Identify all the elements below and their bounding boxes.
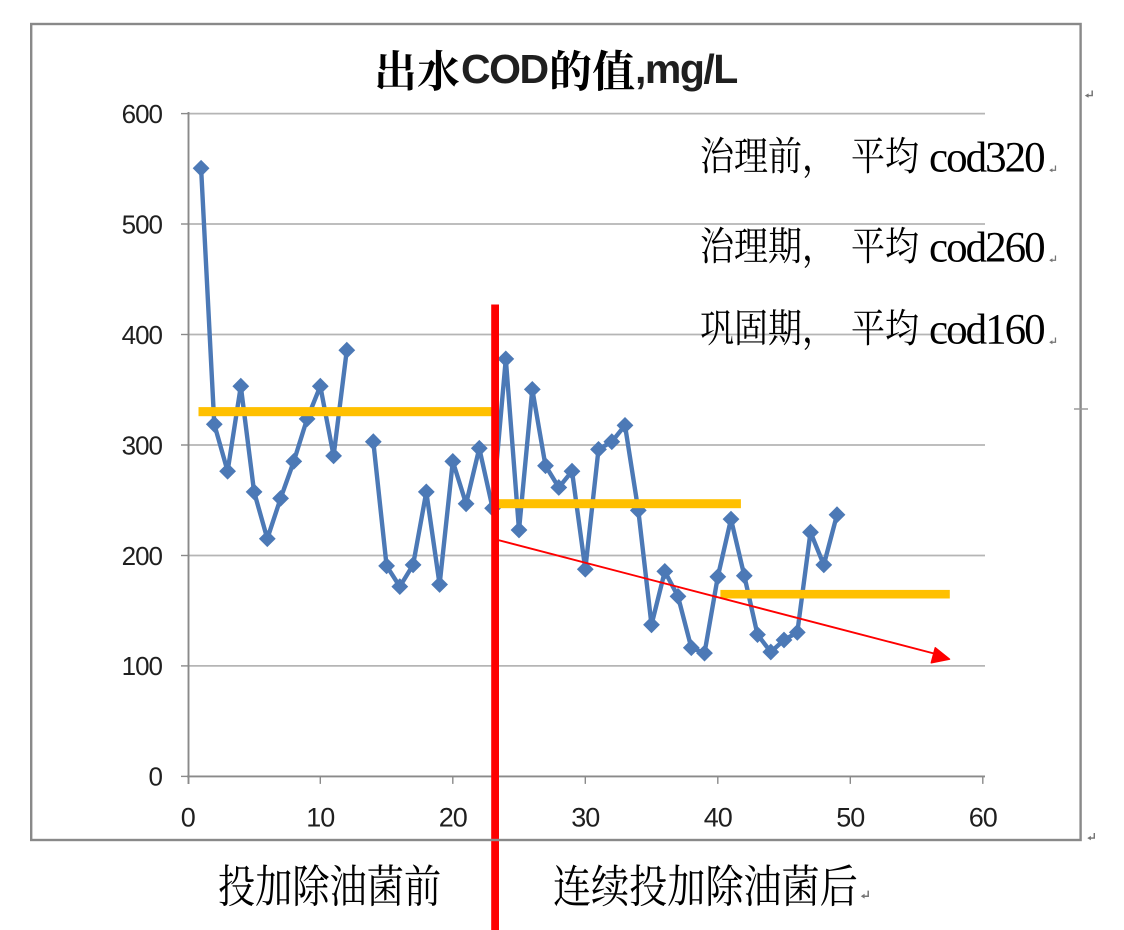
svg-text:400: 400 (122, 320, 163, 350)
svg-text:20: 20 (439, 803, 467, 833)
svg-text:30: 30 (571, 803, 599, 833)
svg-text:cod260: cod260 (929, 225, 1044, 272)
svg-text:60: 60 (969, 803, 997, 833)
svg-text:200: 200 (122, 541, 163, 571)
svg-text:cod320: cod320 (929, 135, 1044, 182)
svg-text:40: 40 (704, 803, 732, 833)
svg-text:cod160: cod160 (929, 307, 1044, 354)
svg-text:COD: COD (461, 46, 548, 92)
svg-text:0: 0 (181, 803, 195, 833)
svg-text:50: 50 (836, 803, 864, 833)
svg-text:,mg/L: ,mg/L (635, 46, 737, 92)
svg-text:300: 300 (122, 430, 163, 460)
svg-text:10: 10 (306, 803, 334, 833)
svg-text:0: 0 (149, 762, 163, 792)
svg-text:100: 100 (122, 651, 163, 681)
svg-text:500: 500 (122, 209, 163, 239)
svg-text:600: 600 (122, 99, 163, 129)
